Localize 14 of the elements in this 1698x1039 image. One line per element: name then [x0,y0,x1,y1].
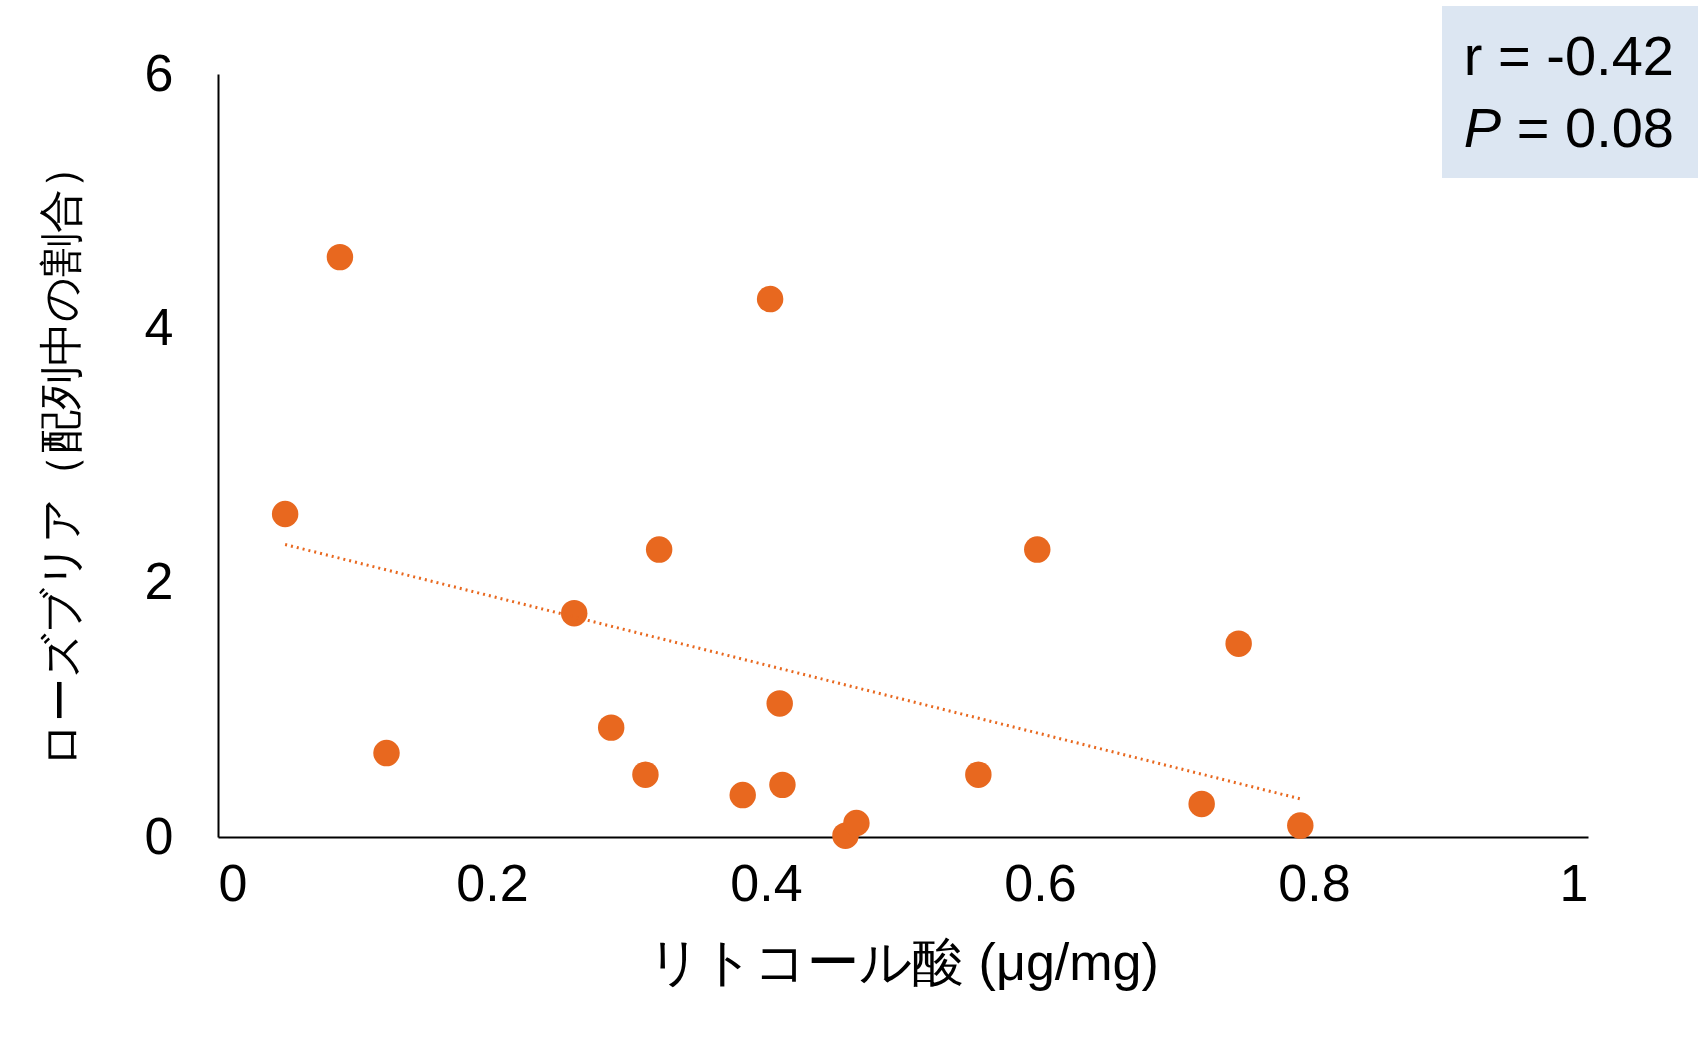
y-tick-label: 6 [144,43,174,102]
x-tick-label: 0.6 [1004,853,1077,912]
y-axis-title: ローズブリア（配列中の割合） [35,145,85,767]
x-tick-label: 1 [1559,853,1589,912]
y-tick-label: 2 [144,552,174,611]
y-tick-label: 4 [144,297,174,356]
y-tick-label: 0 [144,806,174,865]
annotation: r = -0.42 [1463,23,1674,89]
annotation: P = 0.08 [1463,95,1674,161]
x-tick-label: 0.8 [1278,853,1351,912]
x-tick-label: 0.4 [730,853,803,912]
x-tick-label: 0 [218,853,248,912]
x-tick-label: 0.2 [456,853,529,912]
x-axis-title: リトコール酸 (μg/mg) [648,932,1159,991]
